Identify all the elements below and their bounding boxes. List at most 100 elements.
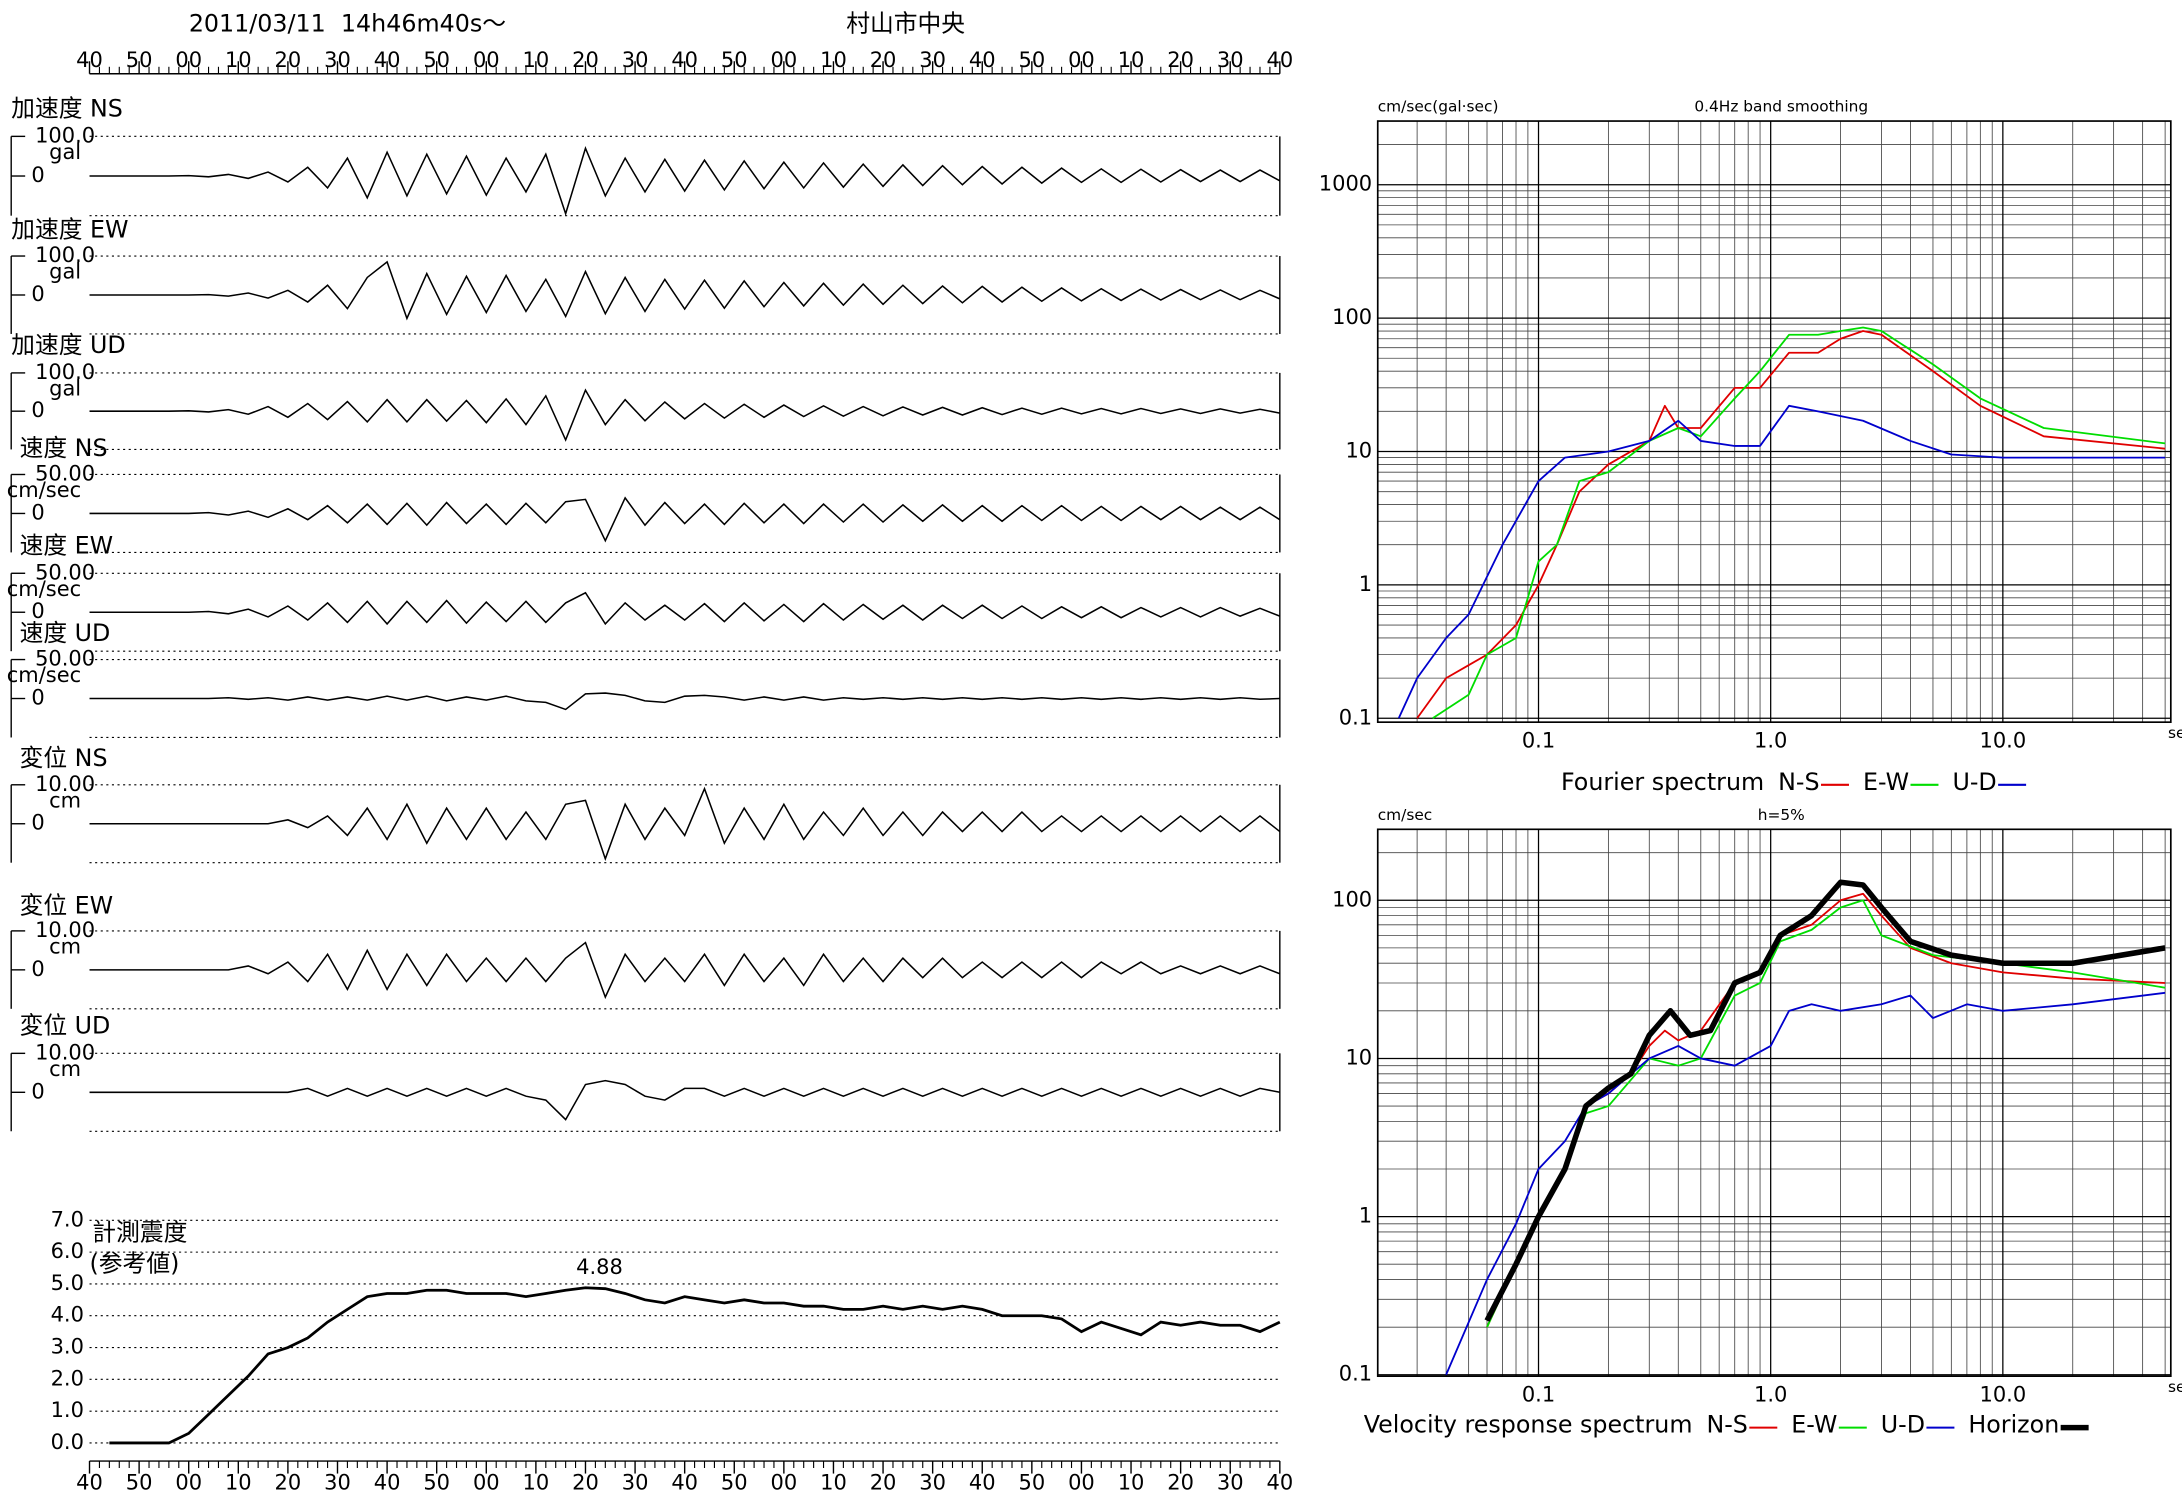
legend-title: Velocity response spectrum: [1364, 1411, 1693, 1439]
time-label: 40: [671, 1470, 698, 1494]
y-axis-label: cm/sec(gal·sec): [1378, 98, 1499, 116]
unit-label: cm: [49, 935, 81, 959]
time-label: 30: [324, 1470, 351, 1494]
y-tick-label: 1: [1359, 572, 1372, 596]
spectrum-line: [1416, 330, 2166, 719]
time-label: 10: [523, 48, 550, 72]
y-tick-label: 0.1: [1339, 1362, 1372, 1386]
legend-label: U-D: [1952, 768, 1996, 796]
y-tick-label: 100.0: [35, 360, 95, 384]
time-label: 50: [721, 48, 748, 72]
waveform-trace: [89, 496, 1281, 543]
time-label: 50: [423, 1470, 450, 1494]
waveform-trace: [89, 145, 1281, 217]
spectrum-line: [1432, 326, 2166, 720]
unit-label: cm/sec: [7, 577, 81, 601]
time-label: 40: [76, 48, 103, 72]
unit-label: gal: [49, 260, 81, 284]
legend-label: N-S: [1778, 768, 1819, 796]
chart-title: 0.4Hz band smoothing: [1694, 98, 1868, 116]
spectrum-line: [1486, 892, 2166, 1328]
time-label: 50: [126, 1470, 153, 1494]
y-tick-label: 1000: [1319, 172, 1372, 196]
legend-label: U-D: [1881, 1411, 1925, 1439]
spectrum-line: [1397, 404, 2166, 719]
time-label: 20: [572, 48, 599, 72]
legend-label: Horizon: [1968, 1411, 2059, 1439]
time-label: 00: [175, 48, 202, 72]
x-tick-label: 10.0: [1980, 1383, 2027, 1407]
trace-title: 速度 UD: [20, 619, 111, 647]
unit-label: gal: [49, 140, 81, 164]
x-axis-label: sec: [2168, 1378, 2182, 1396]
time-label: 30: [1217, 48, 1244, 72]
time-label: 40: [671, 48, 698, 72]
time-label: 50: [126, 48, 153, 72]
time-label: 50: [1019, 1470, 1046, 1494]
waveform-trace: [89, 260, 1281, 321]
time-label: 00: [175, 1470, 202, 1494]
intensity-line: [109, 1286, 1281, 1445]
time-label: 30: [324, 48, 351, 72]
waveform-trace: [89, 388, 1280, 442]
y-tick-label: 100.0: [35, 123, 95, 147]
y-tick-label: 10.00: [35, 1040, 95, 1064]
time-label: 40: [969, 1470, 996, 1494]
spectrum-line: [1445, 991, 2166, 1376]
plot-frame: [1376, 120, 2172, 724]
y-tick-label: 0: [31, 957, 44, 981]
unit-label: cm: [49, 789, 81, 813]
time-label: 20: [572, 1470, 599, 1494]
time-label: 00: [473, 1470, 500, 1494]
waveform-trace: [89, 1079, 1280, 1121]
y-tick-label: 10: [1345, 439, 1372, 463]
y-tick-label: 100: [1332, 887, 1372, 911]
time-label: 50: [1019, 48, 1046, 72]
y-tick-label: 0: [31, 599, 44, 623]
waveform-trace: [89, 591, 1281, 626]
y-tick-label: 7.0: [51, 1207, 84, 1231]
time-label: 40: [76, 1470, 103, 1494]
x-tick-label: 1.0: [1754, 729, 1787, 753]
time-label: 10: [820, 48, 847, 72]
trace-title: 速度 NS: [20, 434, 108, 462]
y-axis-label: cm/sec: [1378, 806, 1433, 824]
y-tick-label: 0: [31, 811, 44, 835]
time-label: 10: [1118, 1470, 1145, 1494]
x-axis-label: sec: [2168, 724, 2182, 742]
time-label: 20: [870, 1470, 897, 1494]
time-label: 10: [523, 1470, 550, 1494]
y-tick-label: 10.00: [35, 918, 95, 942]
time-label: 20: [275, 1470, 302, 1494]
time-label: 50: [423, 48, 450, 72]
y-tick-label: 1.0: [51, 1398, 84, 1422]
time-label: 20: [870, 48, 897, 72]
y-tick-label: 0: [31, 282, 44, 306]
y-tick-label: 50.00: [35, 462, 95, 486]
x-tick-label: 0.1: [1522, 1383, 1555, 1407]
y-tick-label: 5.0: [51, 1271, 84, 1295]
waveform-trace: [89, 692, 1280, 711]
y-tick-label: 0: [31, 163, 44, 187]
time-label: 40: [374, 1470, 401, 1494]
unit-label: cm/sec: [7, 478, 81, 502]
trace-title: 加速度 EW: [11, 216, 128, 244]
peak-label: 4.88: [576, 1255, 623, 1279]
y-tick-label: 3.0: [51, 1335, 84, 1359]
y-tick-label: 0: [31, 1079, 44, 1103]
y-tick-label: 4.0: [51, 1303, 84, 1327]
time-label: 20: [1167, 1470, 1194, 1494]
chart-subtitle: (参考値): [90, 1249, 180, 1277]
spectrum-line: [1484, 879, 2166, 1322]
y-tick-label: 10.00: [35, 772, 95, 796]
trace-title: 速度 EW: [20, 531, 114, 559]
time-label: 20: [275, 48, 302, 72]
time-label: 10: [225, 48, 252, 72]
y-tick-label: 100.0: [35, 243, 95, 267]
y-tick-label: 6.0: [51, 1239, 84, 1263]
y-tick-label: 0: [31, 500, 44, 524]
y-tick-label: 0.1: [1339, 705, 1372, 729]
time-label: 30: [622, 48, 649, 72]
y-tick-label: 50.00: [35, 647, 95, 671]
